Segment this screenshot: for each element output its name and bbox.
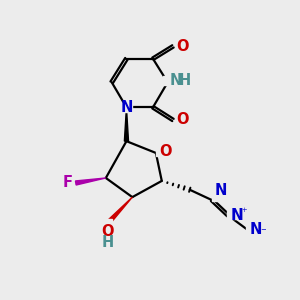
Bar — [176, 43, 183, 50]
Bar — [176, 116, 183, 124]
Text: O: O — [176, 112, 188, 128]
Text: O: O — [176, 39, 188, 54]
Bar — [227, 211, 240, 220]
Bar — [163, 76, 178, 85]
Polygon shape — [76, 178, 106, 185]
Text: N: N — [120, 100, 133, 115]
Polygon shape — [107, 197, 132, 224]
Text: H: H — [179, 73, 191, 88]
Bar — [156, 147, 165, 156]
Text: $^-$: $^-$ — [259, 227, 267, 237]
Text: N: N — [214, 183, 226, 198]
Text: N: N — [230, 208, 243, 223]
Text: F: F — [63, 176, 73, 190]
Text: N: N — [250, 222, 262, 237]
Polygon shape — [124, 107, 128, 141]
Bar — [246, 225, 259, 234]
Bar — [65, 179, 74, 187]
Text: $^+$: $^+$ — [240, 207, 248, 218]
Bar — [103, 220, 112, 228]
Text: H: H — [101, 235, 113, 250]
Text: N: N — [169, 73, 182, 88]
Text: O: O — [101, 224, 114, 238]
Bar — [212, 193, 221, 201]
Text: O: O — [159, 144, 171, 159]
Bar — [121, 103, 132, 112]
